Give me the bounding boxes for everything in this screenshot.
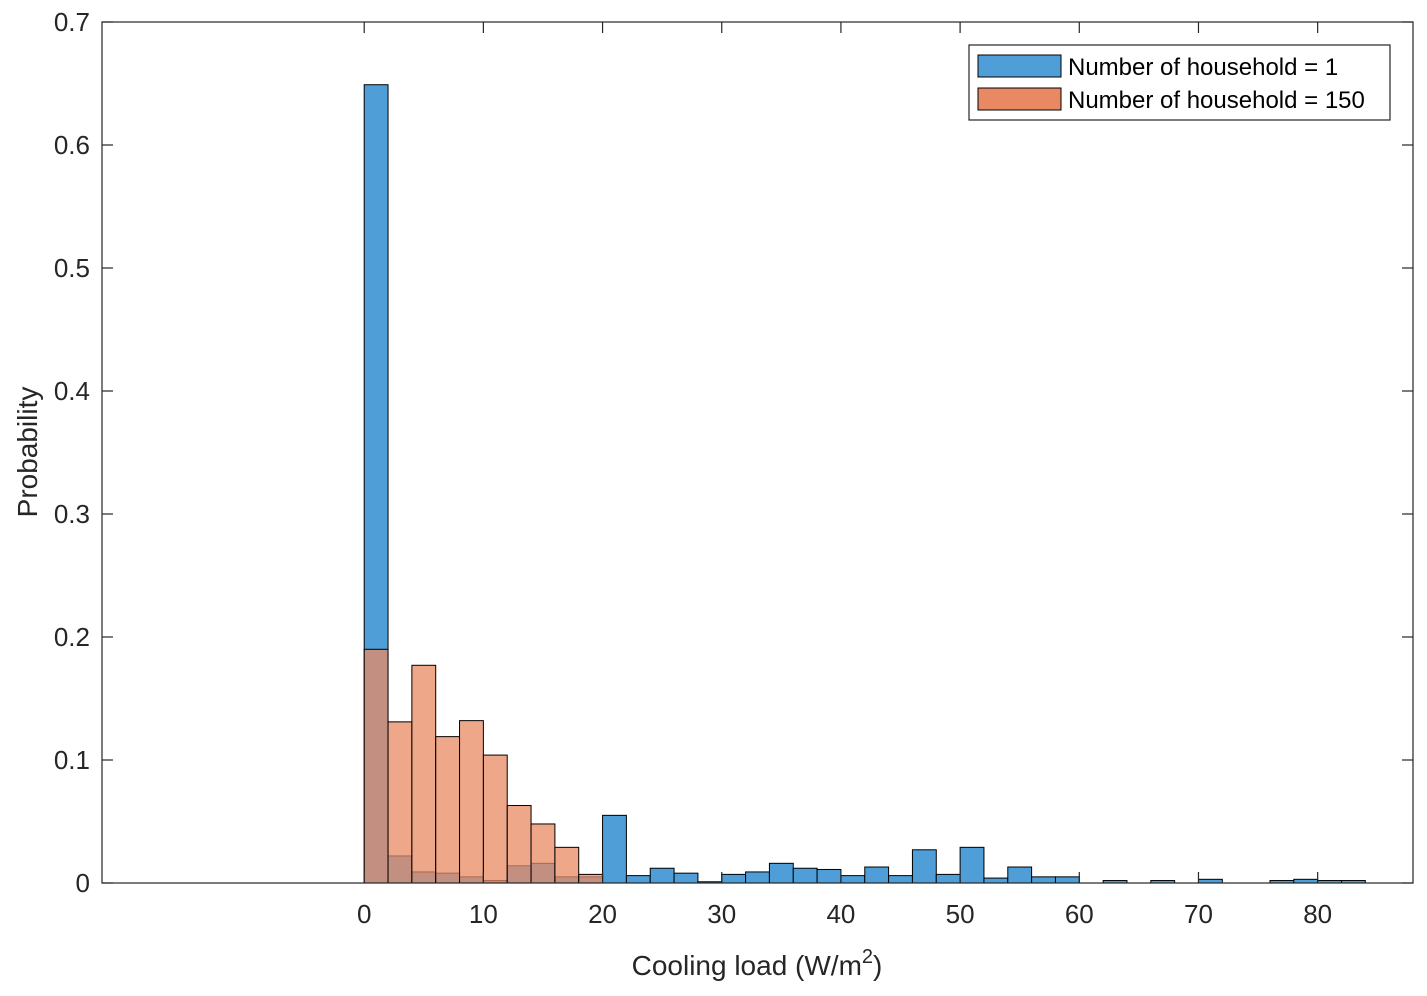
bar-series-2-bin-6: [482, 754, 508, 884]
bars-layer: [363, 84, 1366, 884]
x-tick-label: 0: [357, 899, 371, 929]
bar-series-1-bin-13: [649, 867, 675, 884]
y-tick-label: 0.1: [54, 745, 90, 775]
bar-series-1-bin-26: [959, 846, 985, 884]
bar-series-1-bin-20: [816, 868, 842, 884]
legend-label-household-1: Number of household = 1: [1068, 54, 1338, 81]
x-axis-label-superscript: 2: [862, 946, 873, 968]
y-tick-label: 0.7: [54, 7, 90, 37]
x-tick-label: 40: [826, 899, 855, 929]
y-tick-label: 0.2: [54, 622, 90, 652]
x-axis-label: Cooling load (W/m2): [632, 946, 883, 981]
bar-series-1-bin-28: [1007, 866, 1033, 884]
bar-series-1-bin-17: [745, 871, 770, 884]
bar-series-2-bin-2: [387, 721, 413, 884]
bar-series-1-bin-14: [673, 872, 699, 884]
plot-area-frame: [101, 21, 1414, 884]
y-tick-label: 0.3: [54, 499, 90, 529]
y-tick-label: 0.5: [54, 253, 90, 283]
bar-series-1-bin-19: [792, 867, 818, 884]
bar-series-1-bin-22: [864, 866, 890, 884]
bar-series-1-bin-12: [625, 875, 651, 884]
x-tick-label: 70: [1184, 899, 1213, 929]
bar-series-2-bin-10: [578, 873, 604, 884]
y-tick-label: 0.4: [54, 376, 90, 406]
legend-swatch-household-150: [977, 87, 1062, 111]
x-tick-label: 80: [1303, 899, 1332, 929]
bar-series-2-bin-7: [506, 805, 532, 884]
bar-series-1-bin-18: [768, 862, 794, 884]
ticks-layer: [102, 21, 1413, 884]
x-tick-label: 30: [707, 899, 736, 929]
y-axis-label: Probability: [12, 387, 43, 518]
bar-series-2-bin-5: [459, 720, 484, 884]
bar-series-1-bin-24: [911, 849, 937, 884]
x-axis-label-suffix: ): [873, 950, 882, 981]
bar-series-1-bin-21: [840, 875, 866, 884]
bar-series-1-bin-27: [983, 877, 1009, 884]
x-axis-label-main: Cooling load (W/m: [632, 950, 862, 981]
x-tick-label: 10: [469, 899, 498, 929]
x-tick-labels: 0 10 20 30 40 50 60 70 80: [357, 899, 1332, 929]
y-tick-labels: 0 0.1 0.2 0.3 0.4 0.5 0.6 0.7: [54, 7, 90, 898]
bar-series-1-bin-29: [1031, 876, 1056, 884]
plot-area-background: [102, 22, 1413, 883]
bar-series-2-bin-4: [435, 736, 461, 884]
legend: Number of household = 1 Number of househ…: [968, 44, 1391, 121]
y-tick-label: 0: [76, 868, 90, 898]
bar-series-2-bin-1: [363, 648, 389, 884]
bar-series-2-bin-3: [411, 664, 437, 884]
bar-series-1-bin-16: [721, 873, 747, 884]
y-tick-label: 0.6: [54, 130, 90, 160]
bar-series-1-bin-30: [1054, 876, 1080, 884]
series-2: [363, 648, 604, 884]
legend-label-household-150: Number of household = 150: [1068, 87, 1365, 114]
x-tick-label: 50: [946, 899, 975, 929]
bar-series-2-bin-9: [554, 846, 580, 884]
bar-series-1-bin-25: [935, 873, 961, 884]
x-tick-label: 20: [588, 899, 617, 929]
x-tick-label: 60: [1065, 899, 1094, 929]
bar-series-1-bin-11: [602, 814, 627, 884]
bar-series-2-bin-8: [530, 823, 556, 884]
legend-swatch-household-1: [977, 54, 1062, 78]
bar-series-1-bin-23: [888, 875, 913, 884]
